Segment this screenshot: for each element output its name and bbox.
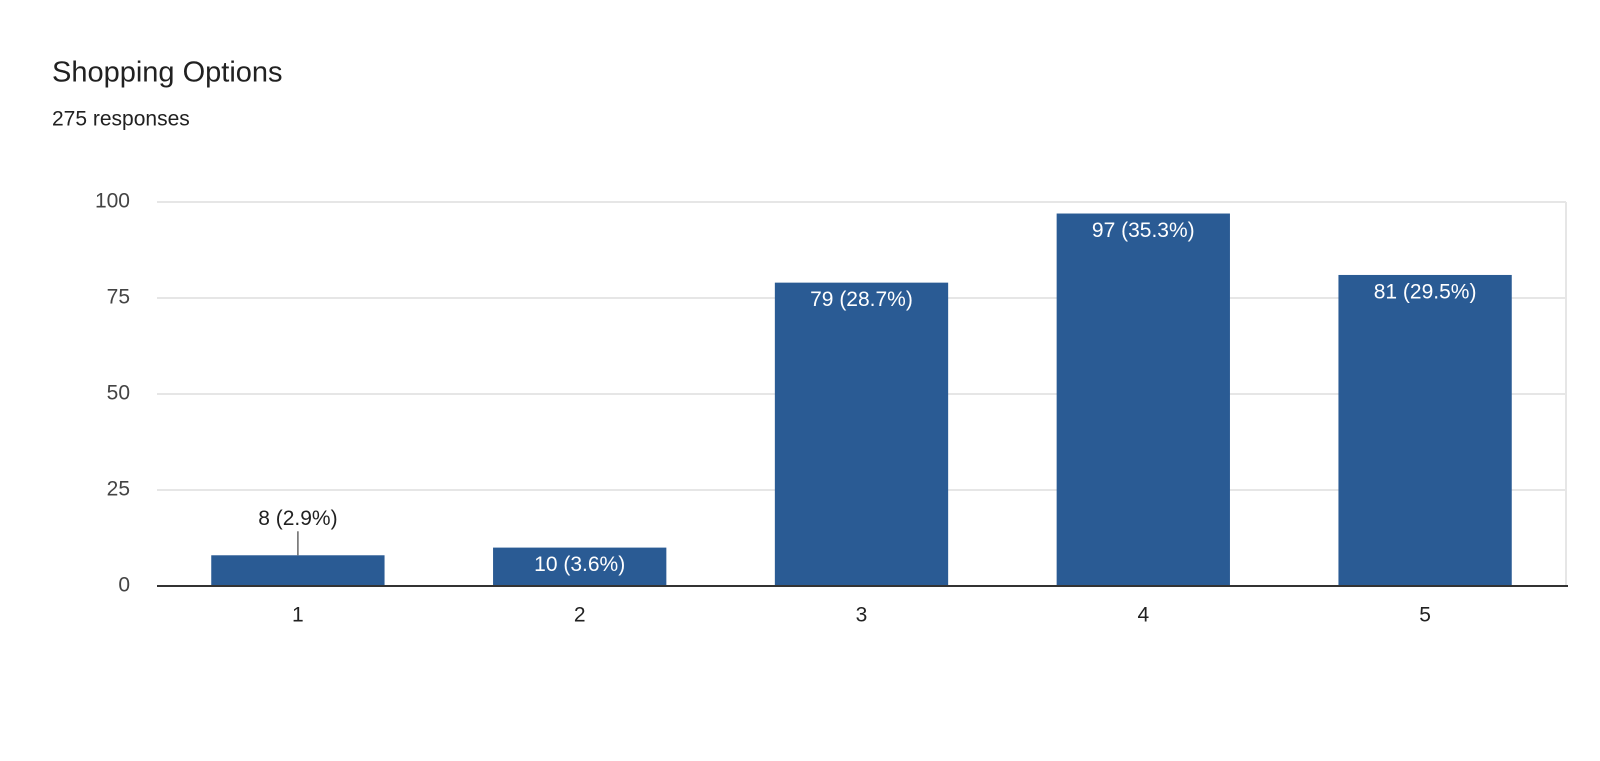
- x-tick-label: 4: [1137, 604, 1149, 627]
- y-tick-label: 100: [95, 190, 130, 213]
- y-tick-label: 25: [107, 478, 130, 501]
- value-label: 97 (35.3%): [1092, 219, 1195, 242]
- x-tick-label: 1: [292, 604, 304, 627]
- value-label: 79 (28.7%): [810, 288, 913, 311]
- y-tick-label: 75: [107, 286, 130, 309]
- bar: [1056, 213, 1230, 586]
- chart-title: Shopping Options: [52, 57, 283, 89]
- bar: [774, 282, 949, 586]
- x-tick-label: 5: [1419, 604, 1431, 627]
- y-tick-label: 50: [107, 382, 130, 405]
- bar: [1338, 274, 1512, 586]
- bar: [493, 547, 667, 586]
- x-tick-label: 2: [574, 604, 586, 627]
- value-label: 10 (3.6%): [534, 553, 625, 576]
- chart-subtitle: 275 responses: [52, 108, 190, 131]
- value-label: 8 (2.9%): [258, 507, 337, 530]
- bar: [211, 555, 385, 586]
- value-label: 81 (29.5%): [1374, 281, 1477, 304]
- x-tick-label: 3: [856, 604, 868, 627]
- y-tick-label: 0: [118, 574, 130, 597]
